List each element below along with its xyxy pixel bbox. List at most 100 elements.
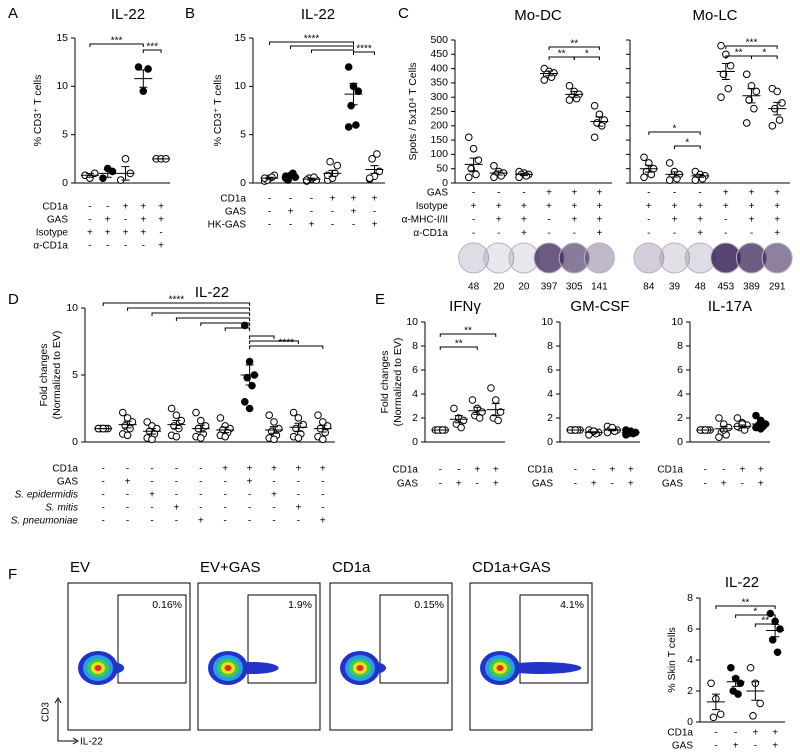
significance-bar	[439, 333, 497, 337]
condition-sign: -	[159, 228, 162, 239]
condition-sign: +	[158, 215, 164, 226]
condition-sign: +	[309, 220, 315, 231]
error-bar	[265, 176, 274, 180]
condition-sign: -	[175, 516, 178, 527]
condition-sign: -	[88, 202, 91, 213]
significance-bar	[353, 51, 375, 55]
condition-sign: -	[574, 479, 577, 490]
flow-tail	[500, 662, 582, 674]
condition-sign: -	[199, 477, 202, 488]
condition-sign: -	[297, 490, 300, 501]
y-tick-label: 500	[430, 34, 448, 46]
data-point	[241, 398, 249, 406]
error-bar	[286, 175, 295, 179]
y-tick-label: 8	[412, 340, 418, 352]
data-point	[221, 432, 229, 441]
condition-sign: -	[268, 207, 271, 218]
condition-sign: -	[310, 194, 313, 205]
y-tick-label: 10	[671, 316, 683, 328]
panel-letter: C	[398, 5, 409, 22]
significance-bar	[290, 45, 354, 49]
condition-label: GAS	[427, 188, 448, 199]
data-point	[716, 710, 725, 719]
condition-sign: +	[173, 503, 179, 514]
condition-sign: -	[457, 465, 460, 476]
data-point	[565, 81, 574, 90]
condition-sign: +	[158, 241, 164, 252]
error-bar	[85, 172, 94, 178]
condition-sign: -	[150, 503, 153, 514]
y-tick-label: 0	[62, 177, 68, 189]
condition-sign: -	[150, 477, 153, 488]
y-tick-label: 6	[412, 364, 418, 376]
condition-sign: +	[591, 479, 597, 490]
condition-sign: -	[88, 215, 91, 226]
error-bar	[711, 693, 720, 711]
condition-sign: +	[198, 516, 204, 527]
data-point	[589, 427, 598, 436]
error-bar	[644, 164, 653, 173]
condition-sign: +	[295, 464, 301, 475]
condition-sign: +	[723, 201, 729, 212]
significance-bar	[249, 335, 275, 339]
flow-title: EV+GAS	[200, 559, 260, 576]
y-axis-label: (Normalized to EV)	[51, 331, 63, 420]
data-point	[245, 357, 254, 366]
significance-bar	[674, 145, 701, 149]
elispot-well	[483, 242, 515, 274]
well-count: 389	[743, 282, 760, 293]
condition-sign: -	[175, 490, 178, 501]
condition-sign: -	[592, 465, 595, 476]
data-point	[496, 408, 505, 416]
error-bar	[626, 431, 635, 434]
error-bar	[545, 70, 554, 77]
significance-label: ****	[304, 34, 320, 45]
condition-sign: -	[522, 188, 525, 199]
data-point	[243, 373, 251, 382]
error-bar	[196, 424, 205, 433]
condition-sign: -	[472, 215, 475, 226]
condition-sign: -	[272, 477, 275, 488]
well-count: 20	[518, 282, 530, 293]
condition-sign: +	[295, 503, 301, 514]
condition-sign: +	[752, 728, 758, 739]
error-bar	[773, 101, 782, 116]
condition-sign: -	[754, 741, 757, 752]
condition-sign: -	[673, 188, 676, 199]
significance-bar	[249, 345, 324, 349]
data-point	[123, 431, 132, 440]
significance-bar	[200, 322, 251, 326]
data-point	[373, 150, 381, 158]
y-tick-label: 50	[436, 162, 448, 174]
condition-sign: -	[297, 516, 300, 527]
data-point	[691, 176, 700, 184]
data-point	[727, 663, 735, 672]
condition-sign: -	[547, 215, 550, 226]
y-tick-label: 8	[677, 340, 683, 352]
condition-sign: -	[175, 477, 178, 488]
condition-sign: -	[199, 490, 202, 501]
condition-label: S. epidermidis	[15, 490, 78, 501]
condition-sign: +	[723, 188, 729, 199]
error-bar	[349, 82, 358, 106]
condition-label: CD1a	[220, 194, 246, 205]
condition-label: S. mitis	[45, 503, 78, 514]
condition-label: CD1a	[527, 465, 553, 476]
y-tick-label: 250	[430, 105, 448, 117]
condition-sign: -	[698, 188, 701, 199]
data-point	[128, 418, 137, 426]
data-point	[248, 381, 256, 390]
data-point	[490, 173, 498, 182]
data-point	[352, 121, 360, 129]
condition-sign: -	[750, 228, 753, 239]
condition-sign: +	[521, 201, 527, 212]
condition-sign: -	[321, 503, 324, 514]
data-point	[464, 173, 473, 182]
condition-sign: -	[741, 479, 744, 490]
error-bar	[570, 90, 579, 98]
data-point	[475, 414, 484, 422]
condition-sign: +	[772, 741, 778, 752]
chart-title: IL-17A	[708, 298, 752, 315]
well-count: 48	[695, 282, 707, 293]
